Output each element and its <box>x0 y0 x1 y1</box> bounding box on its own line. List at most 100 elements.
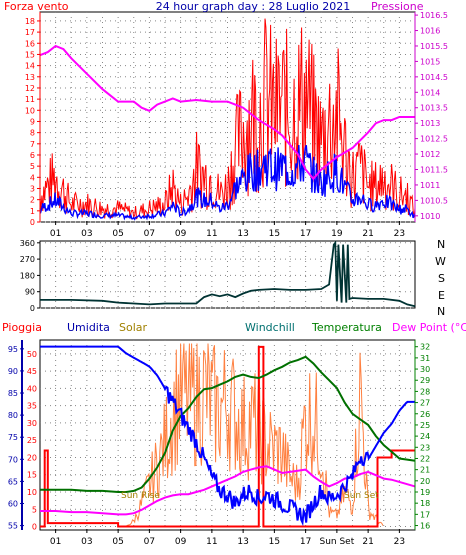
rain-ytick-label: 25 <box>27 436 37 445</box>
wind-xtick-label: 17 <box>300 229 311 239</box>
rain-ytick-label: 35 <box>27 402 37 411</box>
humidity-ytick-label: 65 <box>8 477 18 486</box>
wind-xtick-label: 15 <box>269 229 280 239</box>
pressure-ytick-label: 1013 <box>420 119 440 128</box>
temperature-ytick-label: 16 <box>420 522 430 531</box>
wind-ytick-label: 10 <box>25 106 35 115</box>
series-humidity <box>40 345 415 527</box>
compass-labels: N W S E N <box>435 238 446 318</box>
rain-xtick-label: 03 <box>81 537 92 547</box>
wind-strength-label: Forza vento <box>4 0 69 13</box>
pressure-ytick-label: 1016 <box>420 27 440 36</box>
rain-xtick-label: 01 <box>50 537 61 547</box>
wind-ytick-label: 13 <box>25 73 35 82</box>
wind-xtick-label: 05 <box>112 229 123 239</box>
direction-ytick-label: 270 <box>20 255 35 264</box>
wind-ytick-label: 8 <box>30 129 35 138</box>
pressure-ytick-label: 1014.5 <box>420 73 448 82</box>
pressure-ytick-label: 1016.5 <box>420 11 448 20</box>
compass-n-bottom: N <box>437 305 445 318</box>
wind-xtick-label: 07 <box>144 229 155 239</box>
temperature-ytick-label: 20 <box>420 477 430 486</box>
temperature-ytick-label: 31 <box>420 354 430 363</box>
wind-xtick-label: 21 <box>362 229 373 239</box>
rain-ytick-label: 20 <box>27 453 37 462</box>
humidity-ytick-label: 90 <box>8 367 18 376</box>
rain-xtick-label: Sun Set <box>319 537 354 547</box>
temperature-ytick-label: 22 <box>420 454 430 463</box>
humidity-ytick-label: 70 <box>8 455 18 464</box>
temperature-ytick-label: 25 <box>420 421 430 430</box>
rain-ytick-label: 5 <box>32 505 37 514</box>
temperature-ytick-label: 30 <box>420 365 430 374</box>
pressure-label: Pressione <box>371 0 424 13</box>
pressure-ytick-label: 1012.5 <box>420 135 448 144</box>
temperature-ytick-label: 28 <box>420 387 430 396</box>
direction-ytick-label: 0 <box>30 304 35 313</box>
temperature-ytick-label: 26 <box>420 410 430 419</box>
wind-ytick-label: 5 <box>30 162 35 171</box>
rain-label: Pioggia <box>2 321 42 334</box>
series-wind-average <box>39 144 416 221</box>
wind-xtick-label: 19 <box>331 229 343 239</box>
wind-ytick-label: 16 <box>25 39 35 48</box>
rain-ytick-label: 30 <box>27 419 37 428</box>
compass-w: W <box>435 255 446 268</box>
wind-ytick-label: 12 <box>25 84 35 93</box>
chart-title: 24 hour graph day : 28 Luglio 2021 <box>156 0 351 13</box>
wind-ytick-label: 9 <box>30 117 35 126</box>
pressure-ytick-label: 1010 <box>420 212 440 221</box>
dewpoint-label: Dew Point (°C) <box>392 321 466 334</box>
humidity-ytick-label: 85 <box>8 389 18 398</box>
rain-xtick-label: 15 <box>269 537 280 547</box>
rain-ytick-label: 40 <box>27 384 37 393</box>
wind-ytick-label: 18 <box>25 17 35 26</box>
wind-ytick-label: 11 <box>25 95 35 104</box>
pressure-ytick-label: 1011 <box>420 181 440 190</box>
compass-n-top: N <box>437 238 445 251</box>
temperature-ytick-label: 27 <box>420 399 430 408</box>
rain-xtick-label: 13 <box>237 537 248 547</box>
wind-ytick-label: 6 <box>30 151 35 160</box>
wind-ytick-label: 7 <box>30 140 35 149</box>
rain-xtick-label: 23 <box>394 537 405 547</box>
rain-ytick-label: 15 <box>27 471 37 480</box>
sunset-annotation: Sun Set <box>344 491 379 501</box>
series-windchill <box>40 355 416 493</box>
series-pressure <box>39 44 415 181</box>
compass-e: E <box>438 289 445 302</box>
wind-ytick-label: 1 <box>30 207 35 216</box>
pressure-ytick-label: 1012 <box>420 150 440 159</box>
sunrise-annotation: Sun Rise <box>121 491 160 501</box>
temperature-ytick-label: 19 <box>420 488 430 497</box>
rain-ytick-label: 50 <box>27 350 37 359</box>
temperature-ytick-label: 17 <box>420 510 430 519</box>
direction-ytick-label: 180 <box>20 271 35 280</box>
wind-xtick-label: 23 <box>394 229 405 239</box>
wind-ytick-label: 15 <box>25 50 35 59</box>
rain-xtick-label: 07 <box>144 537 155 547</box>
direction-ytick-label: 360 <box>20 239 35 248</box>
pressure-ytick-label: 1015 <box>420 57 440 66</box>
humidity-ytick-label: 95 <box>8 345 18 354</box>
pressure-ytick-label: 1014 <box>420 88 440 97</box>
solar-label: Solar <box>119 321 148 334</box>
rain-xtick-label: 05 <box>112 537 123 547</box>
temperature-ytick-label: 18 <box>420 499 430 508</box>
rain-xtick-label: 17 <box>300 537 311 547</box>
rain-ytick-label: 45 <box>27 367 37 376</box>
pressure-ytick-label: 1013.5 <box>420 104 448 113</box>
rain-ytick-label: 10 <box>27 488 37 497</box>
humidity-ytick-label: 55 <box>8 522 18 531</box>
series-rain <box>40 345 415 528</box>
series-dewpoint <box>40 465 416 516</box>
wind-ytick-label: 0 <box>30 218 35 227</box>
rain-xtick-label: 11 <box>206 537 217 547</box>
humidity-ytick-label: 80 <box>8 411 18 420</box>
temperature-ytick-label: 29 <box>420 376 430 385</box>
temperature-label: Temperatura <box>311 321 382 334</box>
compass-s: S <box>438 272 445 285</box>
wind-ytick-label: 17 <box>25 28 35 37</box>
